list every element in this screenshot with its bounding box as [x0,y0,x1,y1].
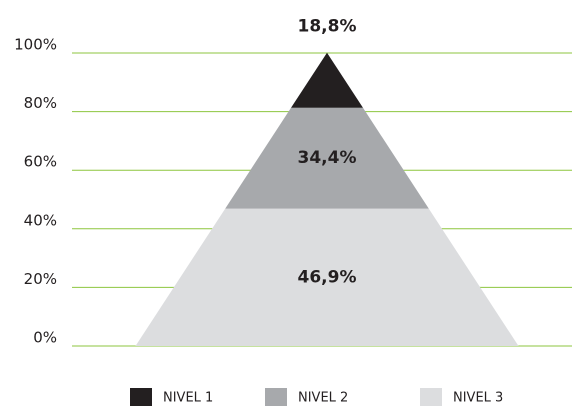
y-tick-label: 100% [14,36,57,54]
y-tick-label: 0% [33,329,57,347]
value-label: 34,4% [298,148,357,168]
y-tick-label: 80% [24,94,57,112]
y-tick-label: 40% [24,211,57,229]
legend-swatch [420,388,442,406]
legend-label: NIVEL 2 [298,391,348,406]
pyramid-segment [135,208,519,346]
legend-label: NIVEL 1 [163,391,213,406]
y-tick-label: 20% [24,270,57,288]
value-label: 18,8% [298,17,357,37]
legend-swatch [130,388,152,406]
y-tick-label: 60% [24,153,57,171]
legend-swatch [265,388,287,406]
pyramid-segment [291,52,363,108]
legend-label: NIVEL 3 [453,391,503,406]
pyramid-segment [225,107,429,209]
value-label: 46,9% [298,267,357,287]
